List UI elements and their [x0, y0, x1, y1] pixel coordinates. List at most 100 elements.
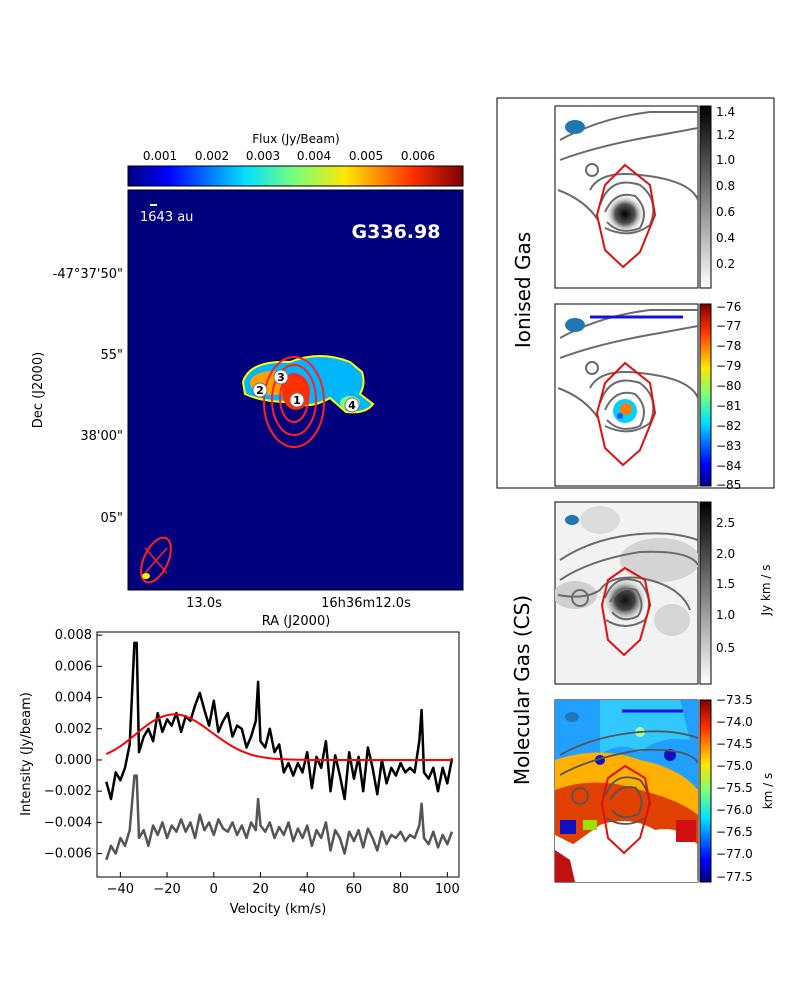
spectrum-x-label: Velocity (km/s)	[230, 902, 327, 917]
red-contour	[595, 163, 657, 269]
contour	[609, 785, 643, 819]
velocity-field	[617, 413, 623, 419]
spectrum-x-tick-label: 80	[392, 882, 409, 897]
red-contour	[600, 566, 652, 657]
ionised-emission	[605, 194, 645, 234]
colorbar-tick: −84	[716, 459, 741, 473]
colorbar-tick: −73.5	[716, 693, 753, 707]
colorbar-tick: −83	[716, 439, 741, 453]
colorbar-tick: −76.0	[716, 803, 753, 817]
x-tick-label: 16h36m12.0s	[321, 596, 411, 611]
contour	[589, 371, 698, 399]
colorbar-tick: 1.0	[716, 608, 735, 622]
spectrum-y-tick-label: −0.002	[44, 784, 92, 799]
source-name: G336.98	[352, 221, 441, 243]
contour	[557, 387, 599, 419]
colorbar-tick: 0.005	[349, 149, 383, 163]
velocity-field	[555, 782, 698, 870]
colorbar-tick: −77.0	[716, 847, 753, 861]
marker-label: 3	[277, 371, 285, 384]
colorbar-tick: −76	[716, 300, 741, 314]
contour	[559, 111, 698, 141]
spectrum-plot: −40 −20 0 20 40 60 80 100 0.008 0.006 0.004 0.002 0.…	[19, 628, 460, 917]
marker-label: 1	[293, 394, 301, 407]
spectrum-x-tick-label: 40	[299, 882, 316, 897]
marker-label: 4	[348, 399, 356, 412]
colorbar-tick: −77	[716, 319, 741, 333]
colorbar-tick: 0.5	[716, 641, 735, 655]
velocity-field	[664, 749, 676, 761]
colorbar-tick: −85	[716, 478, 741, 492]
colorbar-tick: 0.2	[716, 257, 735, 271]
colorbar-tick: −77.5	[716, 870, 753, 884]
contour	[571, 787, 589, 805]
contour	[559, 532, 698, 561]
y-tick-label: 05"	[100, 511, 123, 526]
flux-map-panel: Flux (Jy/Beam) 0.001 0.002 0.003 0.004 0…	[31, 132, 464, 629]
velocity-field	[583, 820, 597, 830]
colorbar-tick: −74.5	[716, 737, 753, 751]
y-tick-label: 55"	[100, 348, 123, 363]
beam	[565, 120, 585, 134]
spectrum-x-tick-label: 20	[252, 882, 269, 897]
contour	[609, 587, 643, 621]
ionised-intensity-colorbar	[699, 105, 712, 289]
colorbar-tick: −79	[716, 359, 741, 373]
contour	[585, 163, 599, 177]
spectrum-x-tick-label: 100	[435, 882, 460, 897]
ionised-section-label: Ionised Gas	[511, 232, 535, 348]
colorbar-tick: 0.8	[716, 179, 735, 193]
colorbar-tick: −76.5	[716, 825, 753, 839]
y-tick-label: -47°37'50"	[53, 267, 123, 282]
contour	[279, 373, 309, 423]
molecular-velocity-colorbar	[699, 699, 712, 883]
contour	[585, 361, 599, 375]
emission-patch	[580, 506, 620, 534]
ionised-frame	[496, 97, 775, 489]
colorbar-tick: −81	[716, 399, 741, 413]
marker	[273, 369, 289, 385]
emission-patch	[654, 604, 690, 636]
velocity-field	[600, 700, 690, 755]
contour	[559, 127, 698, 161]
x-axis-label: RA (J2000)	[262, 614, 331, 629]
spectrum-y-tick-label: −0.006	[44, 847, 92, 862]
ionised-velocity-panel: −76 −77 −78 −79 −80 −81 −82 −83 −84 −85	[554, 300, 741, 492]
spectrum-y-tick-label: −0.004	[44, 815, 92, 830]
beam	[565, 515, 579, 525]
series-spectrum	[105, 641, 454, 801]
colorbar-tick: 1.2	[716, 128, 735, 142]
contour	[263, 356, 325, 448]
contour	[604, 193, 645, 232]
spectrum-y-tick-label: 0.000	[55, 753, 92, 768]
spectrum-y-tick-label: 0.004	[55, 691, 92, 706]
spectrum-y-tick-label: 0.008	[55, 628, 92, 643]
marker	[289, 392, 305, 408]
beam-ellipse	[140, 536, 172, 584]
spectrum-y-tick-label: 0.006	[55, 659, 92, 674]
y-tick-label: 38'00"	[80, 429, 123, 444]
colorbar-tick: −82	[716, 419, 741, 433]
colorbar-tick: 0.001	[143, 149, 177, 163]
flux-colorbar	[127, 165, 464, 187]
velocity-field	[620, 403, 632, 415]
contour	[559, 748, 698, 776]
velocity-field	[676, 820, 696, 842]
spectrum-y-tick-label: 0.002	[55, 722, 92, 737]
colorbar-tick: 1.0	[716, 153, 735, 167]
contour	[271, 364, 317, 436]
spectrum-axes	[96, 631, 460, 878]
spectrum-x-tick-label: −40	[107, 882, 134, 897]
contour	[589, 173, 698, 201]
colorbar-tick: 2.5	[716, 516, 735, 530]
spectrum-x-tick-label: 60	[346, 882, 363, 897]
contour	[557, 189, 599, 221]
x-tick-label: 13.0s	[186, 596, 222, 611]
ionised-intensity-panel: 1.4 1.2 1.0 0.8 0.6 0.4 0.2	[554, 105, 735, 289]
velocity-field	[560, 820, 576, 834]
colorbar-tick: 0.004	[297, 149, 331, 163]
colorbar-tick: −74.0	[716, 715, 753, 729]
contour	[559, 550, 698, 581]
beam	[565, 318, 585, 332]
contour	[604, 391, 645, 430]
